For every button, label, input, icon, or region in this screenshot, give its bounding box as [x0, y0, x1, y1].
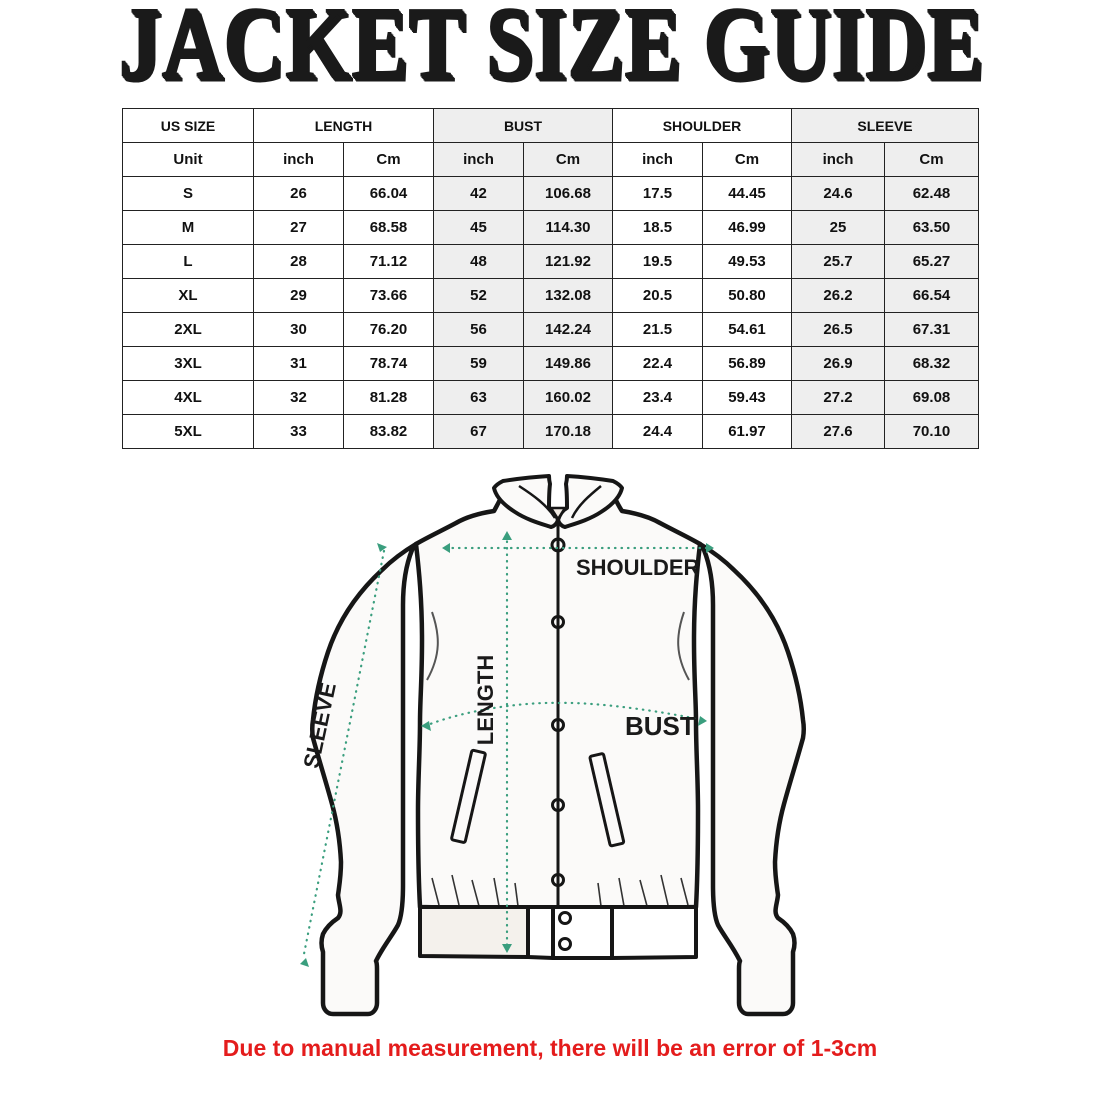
svg-text:BUST: BUST	[625, 711, 696, 741]
svg-text:LENGTH: LENGTH	[473, 655, 498, 745]
svg-text:SHOULDER: SHOULDER	[576, 555, 700, 580]
